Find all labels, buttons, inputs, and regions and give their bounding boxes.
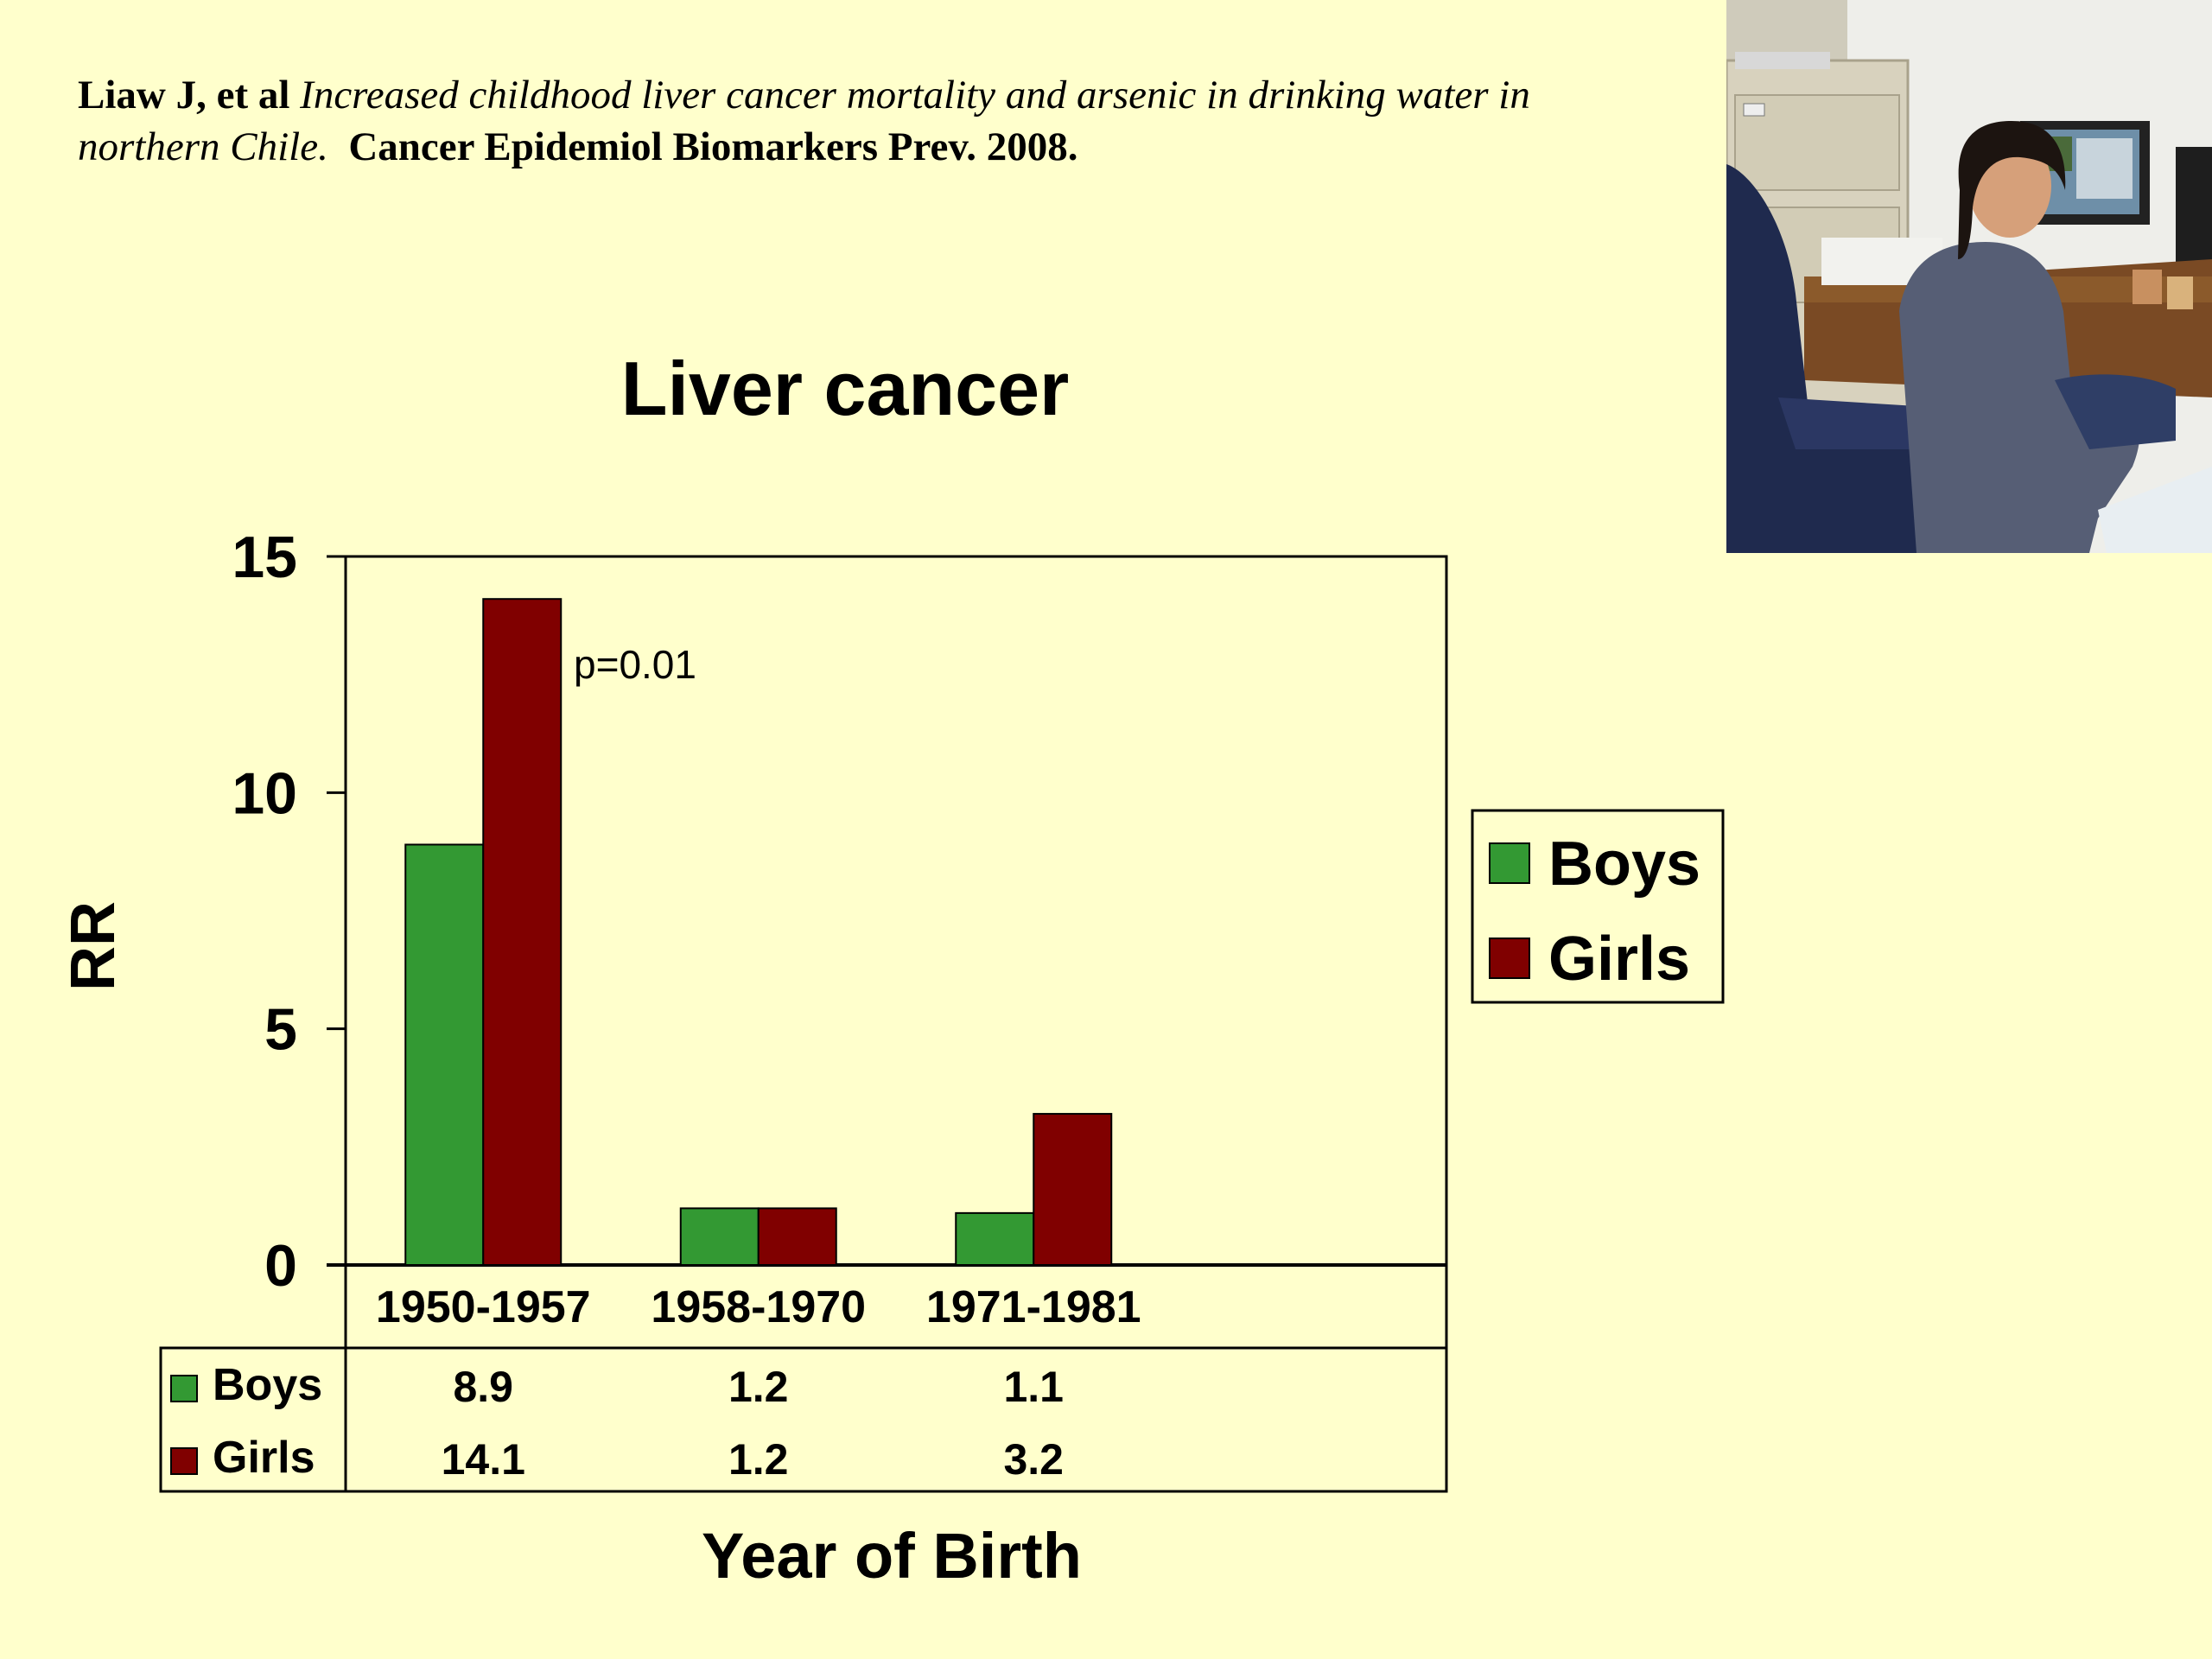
table-series-label: Boys: [213, 1360, 322, 1410]
data-table-frame: [159, 1346, 1448, 1493]
bar-girls-1971-1981: [1033, 1113, 1113, 1266]
table-value: 8.9: [453, 1363, 513, 1411]
legend: Boys Girls: [1471, 809, 1725, 1004]
citation-authors: Liaw J, et al: [78, 73, 290, 118]
researcher-photo: [1726, 0, 2212, 553]
legend-swatch-girls: [1489, 938, 1530, 979]
table-value: 1.2: [728, 1363, 789, 1411]
category-labels: 1950-1957 1958-1970 1971-1981: [376, 1282, 1141, 1332]
x-axis-label: Year of Birth: [702, 1520, 1082, 1592]
bars: [404, 598, 1113, 1267]
table-value: 1.1: [1003, 1363, 1064, 1411]
chart-title: Liver cancer: [621, 346, 1070, 431]
y-tick-label: 0: [264, 1233, 297, 1299]
table-value: 14.1: [442, 1435, 525, 1484]
y-axis-ticks: 0 5 10 15: [232, 524, 346, 1299]
table-value: 1.2: [728, 1435, 789, 1484]
data-table: Boys 8.9 1.2 1.1 Girls 14.1 1.2 3.2: [159, 1265, 1448, 1493]
category-label: 1950-1957: [376, 1282, 591, 1332]
y-tick-label: 5: [264, 997, 297, 1063]
bar-boys-1971-1981: [955, 1211, 1035, 1267]
legend-swatch-boys: [1489, 842, 1530, 884]
y-tick-label: 10: [232, 760, 297, 826]
p-value-annotation: p=0.01: [574, 642, 696, 687]
category-label: 1971-1981: [926, 1282, 1141, 1332]
table-swatch-boys: [170, 1375, 198, 1402]
legend-label: Boys: [1548, 830, 1700, 899]
bar-girls-1958-1970: [757, 1207, 837, 1267]
category-label: 1958-1970: [651, 1282, 866, 1332]
table-value: 3.2: [1003, 1435, 1064, 1484]
y-tick-label: 15: [232, 524, 297, 590]
citation-journal: Cancer Epidemiol Biomarkers Prev. 2008.: [348, 124, 1078, 169]
bar-boys-1958-1970: [679, 1207, 760, 1267]
citation-article-title: Increased childhood liver cancer mortali…: [78, 73, 1530, 169]
y-axis-label: RR: [59, 901, 128, 991]
table-series-label: Girls: [213, 1433, 315, 1483]
citation: Liaw J, et al Increased childhood liver …: [78, 69, 1547, 173]
bar-boys-1950-1957: [404, 843, 485, 1266]
legend-label: Girls: [1548, 925, 1690, 994]
table-swatch-girls: [170, 1447, 198, 1475]
bar-girls-1950-1957: [482, 598, 563, 1266]
